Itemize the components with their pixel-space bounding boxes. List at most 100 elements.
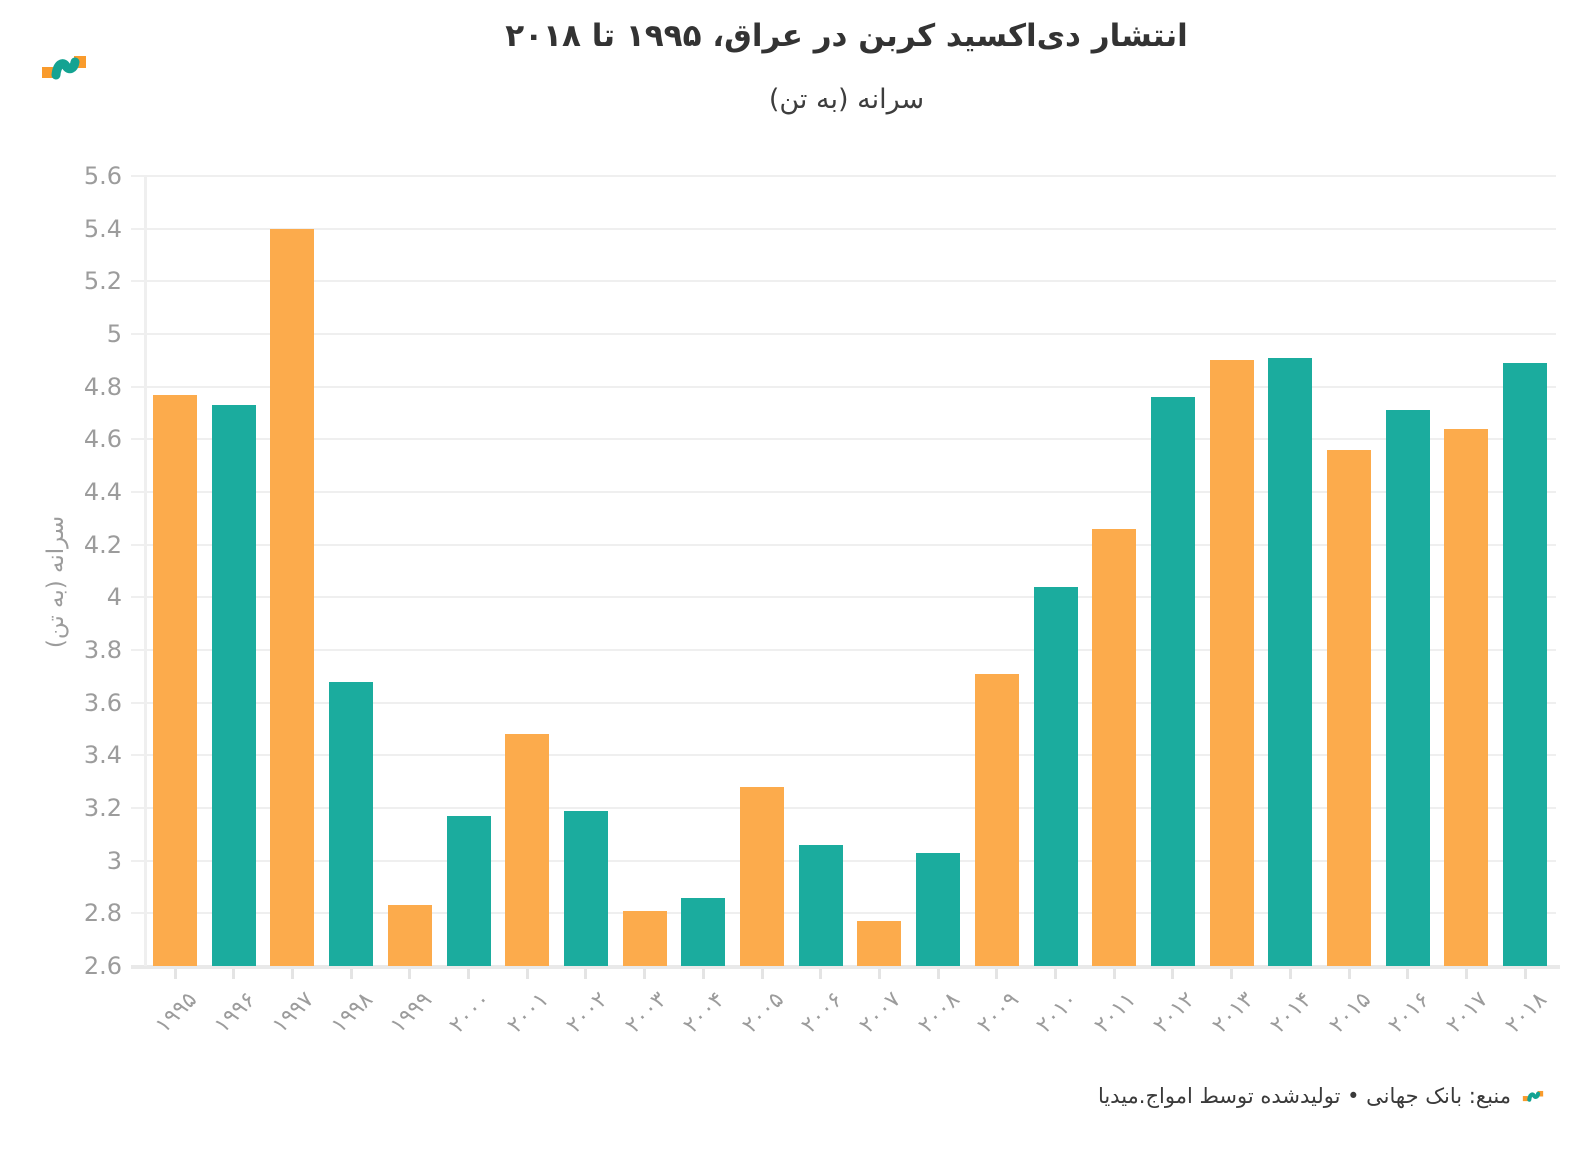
y-tick-label: 4.6 xyxy=(83,425,122,454)
x-tick-label-2005: ۲۰۰۵ xyxy=(737,987,789,1039)
bar-2003[interactable] xyxy=(622,910,667,966)
x-tick-label-1999: ۱۹۹۹ xyxy=(385,987,437,1039)
x-tick xyxy=(995,969,999,979)
y-tick-label: 3.6 xyxy=(83,688,122,717)
x-tick xyxy=(232,969,236,979)
y-gridline xyxy=(131,438,1556,441)
y-tick-label: 3.4 xyxy=(83,741,122,770)
bar-2015[interactable] xyxy=(1327,449,1371,966)
amwaj-media-logo xyxy=(42,56,86,80)
x-tick xyxy=(408,969,412,979)
y-gridline xyxy=(131,701,1556,704)
x-tick xyxy=(701,969,705,979)
x-tick xyxy=(1112,969,1116,979)
y-gridline xyxy=(131,754,1556,757)
y-gridline xyxy=(131,175,1556,177)
y-tick-label: 4 xyxy=(106,583,122,612)
x-tick xyxy=(1288,969,1292,979)
x-tick-label-2001: ۲۰۰۱ xyxy=(503,987,555,1039)
x-tick-label-1995: ۱۹۹۵ xyxy=(150,987,202,1039)
y-tick-label: 5.6 xyxy=(83,162,122,190)
bar-2004[interactable] xyxy=(681,897,726,966)
logo-teal-wave xyxy=(51,57,80,80)
y-tick-label: 4.8 xyxy=(83,372,122,401)
y-tick-label: 5 xyxy=(106,320,122,348)
x-tick xyxy=(1347,969,1351,979)
x-tick-label-2002: ۲۰۰۲ xyxy=(561,987,613,1039)
y-tick-label: 3.8 xyxy=(83,636,122,664)
y-tick-label: 5.4 xyxy=(83,214,122,243)
x-tick xyxy=(1230,969,1234,979)
bar-2005[interactable] xyxy=(740,786,784,966)
source-note: منبع: بانک جهانی • تولیدشده توسط امواج.م… xyxy=(1098,1084,1545,1108)
x-tick xyxy=(819,969,823,979)
x-tick xyxy=(1171,969,1175,979)
x-tick-label-1997: ۱۹۹۷ xyxy=(268,987,320,1039)
logo-orange-square-left xyxy=(42,67,53,78)
page-subtitle: سرانه (به تن) xyxy=(768,84,925,115)
bar-1997[interactable] xyxy=(270,228,315,966)
bar-2008[interactable] xyxy=(916,852,961,966)
x-tick xyxy=(525,969,529,979)
x-tick xyxy=(877,969,881,979)
x-tick-label-2014: ۲۰۱۴ xyxy=(1266,987,1318,1039)
y-gridline xyxy=(131,491,1556,493)
bar-2012[interactable] xyxy=(1150,397,1195,966)
x-tick-label-2008: ۲۰۰۸ xyxy=(913,987,966,1039)
x-tick xyxy=(349,969,353,979)
x-tick xyxy=(1464,969,1468,979)
x-tick-label-1998: ۱۹۹۸ xyxy=(326,987,379,1039)
bar-1999[interactable] xyxy=(387,905,432,966)
bar-1995[interactable] xyxy=(153,394,197,966)
y-tick-label: 2.8 xyxy=(83,899,122,928)
bar-1996[interactable] xyxy=(211,405,256,966)
source-text: منبع: بانک جهانی • تولیدشده توسط امواج.م… xyxy=(1097,1084,1511,1108)
bar-2014[interactable] xyxy=(1268,357,1313,966)
bar-2001[interactable] xyxy=(505,734,550,966)
x-tick-label-2017: ۲۰۱۷ xyxy=(1442,987,1494,1039)
y-gridline xyxy=(131,649,1556,651)
x-tick-label-2015: ۲۰۱۵ xyxy=(1324,987,1376,1039)
x-tick-label-2013: ۲۰۱۳ xyxy=(1207,987,1259,1039)
y-gridline xyxy=(131,227,1556,230)
bar-2002[interactable] xyxy=(563,810,608,966)
bar-2006[interactable] xyxy=(798,844,843,966)
x-tick xyxy=(584,969,588,979)
bar-2016[interactable] xyxy=(1385,410,1430,966)
x-tick xyxy=(1523,969,1527,979)
bar-2010[interactable] xyxy=(1033,586,1078,966)
bar-1998[interactable] xyxy=(329,681,374,966)
page-title: انتشار دی‌اکسید کربن در عراق، ۱۹۹۵ تا ۲۰… xyxy=(505,18,1188,54)
x-tick-label-2010: ۲۰۱۰ xyxy=(1031,987,1083,1039)
x-axis-line xyxy=(131,965,1560,969)
x-tick-label-2006: ۲۰۰۶ xyxy=(796,987,848,1039)
y-tick-label: 3.2 xyxy=(83,794,122,822)
y-axis-line xyxy=(144,176,147,966)
bar-2013[interactable] xyxy=(1209,360,1254,966)
bar-2009[interactable] xyxy=(974,673,1019,966)
bar-2000[interactable] xyxy=(446,815,491,966)
x-tick-label-2007: ۲۰۰۷ xyxy=(855,987,907,1039)
bar-2018[interactable] xyxy=(1503,362,1548,966)
y-gridline xyxy=(131,596,1556,599)
bar-2017[interactable] xyxy=(1444,428,1489,966)
y-tick-label: 2.6 xyxy=(83,952,122,980)
bar-2007[interactable] xyxy=(857,921,902,966)
x-tick xyxy=(290,969,294,979)
y-gridline xyxy=(131,859,1556,862)
y-gridline xyxy=(131,385,1556,388)
x-tick xyxy=(1054,969,1057,979)
x-tick-label-2016: ۲۰۱۶ xyxy=(1383,987,1435,1039)
y-gridline xyxy=(131,912,1556,915)
x-tick-label-2003: ۲۰۰۳ xyxy=(620,987,672,1039)
y-tick-label: 3 xyxy=(106,846,122,875)
x-tick xyxy=(1406,969,1410,979)
x-tick-label-2012: ۲۰۱۲ xyxy=(1148,987,1200,1039)
bar-2011[interactable] xyxy=(1092,528,1137,966)
x-tick-label-1996: ۱۹۹۶ xyxy=(209,987,261,1039)
x-tick-label-2011: ۲۰۱۱ xyxy=(1090,987,1142,1039)
y-gridline xyxy=(131,543,1556,546)
x-tick-label-2018: ۲۰۱۸ xyxy=(1500,987,1553,1039)
